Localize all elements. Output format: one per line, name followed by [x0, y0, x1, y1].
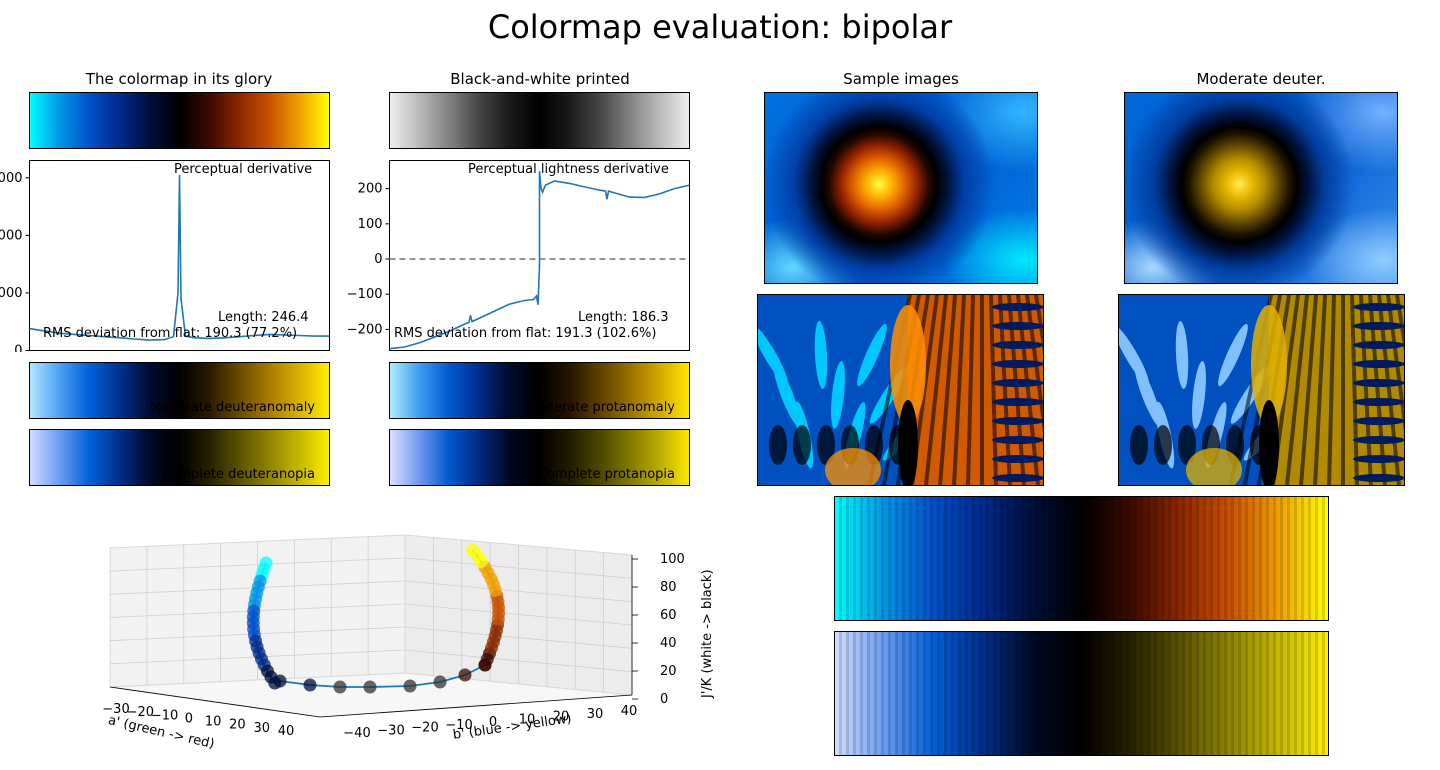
- colorspace-marker: [466, 543, 480, 557]
- sample-crater-image: [764, 92, 1038, 284]
- y-tick-label: 40: [621, 704, 638, 719]
- chart2-ytick-label: 0: [374, 252, 382, 267]
- colorspace-marker: [333, 680, 347, 694]
- z-tick-label: 60: [660, 608, 677, 623]
- grayscale-bar: [389, 92, 690, 149]
- y-tick-label: −40: [343, 726, 370, 741]
- chart2-ytick-label: −200: [347, 322, 383, 337]
- z-tick-label: 40: [660, 636, 677, 651]
- colorspace-3d-plot: −30 −20 −10 0 10 20 30 40 −40 −30 −20 −10 0 10 20 30 40 0…: [80, 525, 720, 770]
- deuteranopia-label: Complete deuteranopia: [161, 467, 315, 482]
- x-tick-label: 20: [229, 718, 246, 733]
- z-tick-label: 100: [660, 552, 685, 567]
- y-tick-label: −10: [445, 718, 472, 733]
- figure-title: Colormap evaluation: bipolar: [487, 8, 953, 46]
- chart1-rms: RMS deviation from flat: 190.3 (77.2%): [43, 326, 298, 341]
- axis-zlabel: J'/K (white -> black): [700, 569, 715, 698]
- protanomaly-bar: Moderate protanomaly: [389, 362, 690, 419]
- protanopia-label: Complete protanopia: [537, 467, 675, 482]
- x-tick-label: 30: [253, 721, 270, 736]
- chart2-ytick-label: 100: [358, 217, 383, 232]
- y-tick-label: 30: [587, 707, 604, 722]
- test-stripes-deuter: [834, 631, 1329, 756]
- chart2-ytick-label: 200: [358, 182, 383, 197]
- deuteranomaly-bar: Moderate deuteranomaly: [29, 362, 330, 419]
- deuteranomaly-label: Moderate deuteranomaly: [150, 400, 315, 415]
- colorspace-marker: [273, 674, 287, 688]
- y-axis-line: [319, 694, 633, 718]
- chart1-length: Length: 246.4: [218, 310, 309, 325]
- chart2-length: Length: 186.3: [578, 310, 669, 325]
- x-tick-label: −20: [127, 705, 154, 720]
- colormap-bar: [29, 92, 330, 149]
- chart1-annotation: Perceptual derivative: [174, 162, 313, 177]
- chart1-ytick-label: 2000: [0, 228, 23, 243]
- x-tick-label: 10: [205, 715, 222, 730]
- x-tick-label: −30: [102, 702, 129, 717]
- z-tick-label: 80: [660, 580, 677, 595]
- y-tick-label: 10: [519, 712, 536, 727]
- x-tick-label: −10: [151, 708, 178, 723]
- colorspace-marker: [403, 679, 417, 693]
- deuteranopia-bar: Complete deuteranopia: [29, 429, 330, 486]
- title-glory: The colormap in its glory: [85, 70, 273, 88]
- y-tick-label: 20: [553, 710, 570, 725]
- chart1-frame: [29, 160, 330, 351]
- test-stripes-normal: [834, 496, 1329, 621]
- chart2-rms: RMS deviation from flat: 191.3 (102.6%): [394, 326, 657, 341]
- sample-wave-image: [757, 294, 1044, 486]
- y-tick-label: −20: [411, 721, 438, 736]
- chart2-annotation: Perceptual lightness derivative: [468, 162, 669, 177]
- protanopia-bar: Complete protanopia: [389, 429, 690, 486]
- colorspace-marker: [363, 680, 377, 694]
- x-tick-label: 0: [185, 711, 193, 726]
- chart1-ytick-label: 0: [14, 344, 22, 353]
- sample-crater-deuter-image: [1124, 92, 1398, 284]
- y-tick-label: −30: [377, 723, 404, 738]
- title-deuter: Moderate deuter.: [1196, 70, 1326, 88]
- colorspace-marker: [303, 678, 317, 692]
- chart2-frame: [389, 160, 690, 351]
- chart1-series-line: [29, 174, 330, 341]
- title-samples: Sample images: [843, 70, 959, 88]
- chart2-series-line: [389, 171, 690, 350]
- perceptual-lightness-derivative-chart: −200 −100 0 100 200: [340, 160, 700, 352]
- chart1-ytick-label: 3000: [0, 171, 23, 186]
- colorspace-marker: [458, 668, 472, 682]
- x-axis-line: [109, 686, 321, 718]
- z-tick-label: 20: [660, 664, 677, 679]
- y-tick-label: 0: [489, 715, 497, 730]
- z-tick-label: 0: [660, 692, 668, 707]
- x-tick-label: 40: [278, 724, 295, 739]
- sample-wave-deuter-image: [1118, 294, 1405, 486]
- title-bw: Black-and-white printed: [450, 70, 630, 88]
- colorspace-marker: [433, 675, 447, 689]
- chart2-ytick-label: −100: [347, 287, 383, 302]
- protanomaly-label: Moderate protanomaly: [526, 400, 675, 415]
